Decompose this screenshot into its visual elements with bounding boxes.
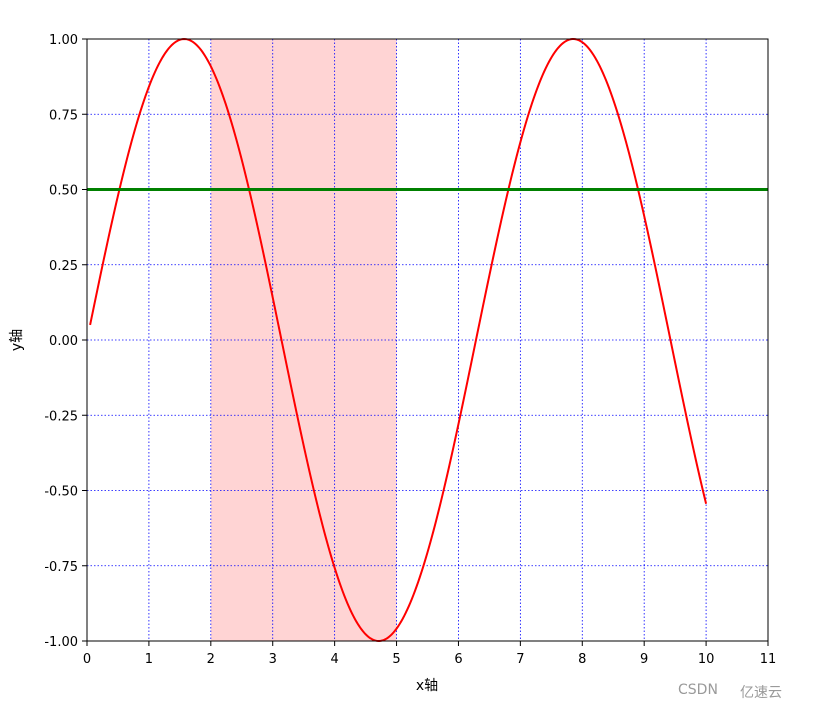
x-tick-label-7: 7	[516, 652, 524, 667]
x-tick-label-9: 9	[640, 652, 648, 667]
x-tick-label-6: 6	[454, 652, 462, 667]
y-tick-label-3: -0.25	[44, 409, 78, 424]
x-tick-label-11: 11	[760, 652, 777, 667]
y-tick-label-7: 0.75	[49, 108, 78, 123]
x-axis-label: x轴	[416, 678, 438, 694]
y-tick-label-2: -0.50	[44, 485, 78, 500]
grid-layer	[87, 39, 768, 641]
x-tick-label-0: 0	[83, 652, 91, 667]
watermark-yisuyun: 亿速云	[740, 685, 782, 701]
y-tick-label-6: 0.50	[49, 184, 78, 199]
y-axis-label: y轴	[9, 329, 25, 351]
series-line-0	[89, 37, 708, 642]
y-tick-label-1: -0.75	[44, 560, 78, 575]
ticks-layer: 0 1 2 3 4 5 6 7 8 9 10 11 -1.00 -0.75 -0.50 -0.25 0.00 0.…	[44, 33, 776, 667]
y-tick-label-0: -1.00	[44, 635, 78, 650]
watermark-csdn: CSDN	[678, 682, 718, 698]
x-tick-label-10: 10	[698, 652, 715, 667]
x-tick-label-1: 1	[145, 652, 153, 667]
x-tick-label-8: 8	[578, 652, 586, 667]
y-tick-label-4: 0.00	[49, 334, 78, 349]
y-tick-label-5: 0.25	[49, 259, 78, 274]
series-layer	[89, 37, 708, 642]
x-tick-label-3: 3	[269, 652, 277, 667]
x-tick-label-2: 2	[207, 652, 215, 667]
y-tick-label-8: 1.00	[49, 33, 78, 48]
x-tick-label-5: 5	[392, 652, 400, 667]
x-tick-label-4: 4	[330, 652, 338, 667]
